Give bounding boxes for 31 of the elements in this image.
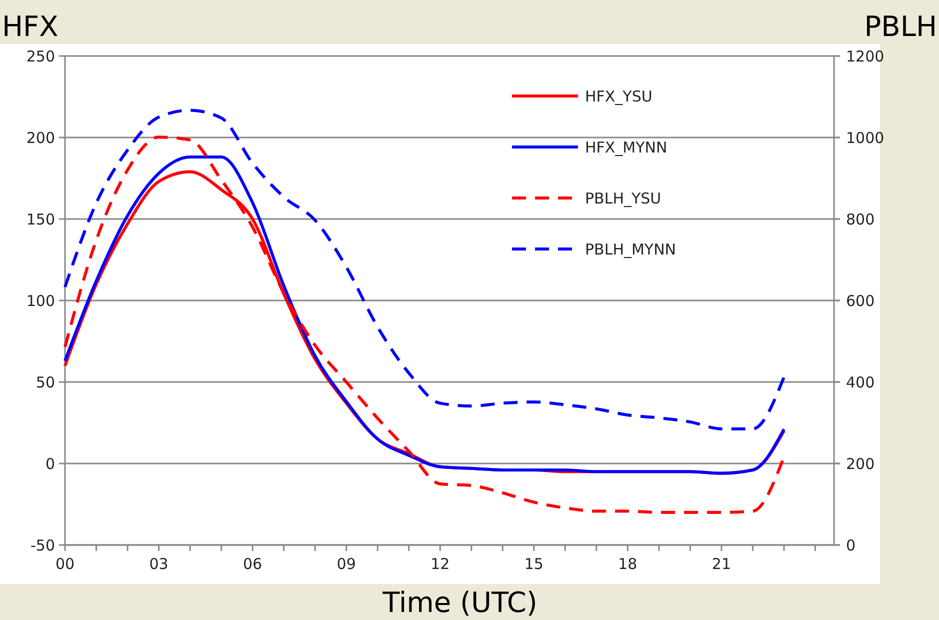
- x-tick-label: 18: [618, 555, 638, 573]
- x-tick-label: 09: [336, 555, 356, 573]
- legend-label: PBLH_YSU: [585, 189, 662, 208]
- y-tick-label: 0: [45, 454, 55, 473]
- x-tick-label: 03: [149, 555, 168, 573]
- legend-label: HFX_YSU: [585, 87, 652, 106]
- y-tick-label: 200: [26, 128, 55, 147]
- x-tick-label: 06: [243, 555, 262, 573]
- x-tick-label: 21: [712, 555, 732, 573]
- y2-tick-label: 200: [846, 454, 875, 473]
- y2-tick-label: 1000: [846, 128, 884, 147]
- line-series: [64, 108, 786, 430]
- y-tick-label: 150: [26, 210, 55, 228]
- legend-label: PBLH_MYNN: [585, 240, 676, 258]
- x-tick-label: 00: [55, 555, 75, 573]
- x-tick-label: 12: [430, 555, 450, 573]
- line-series: [64, 136, 786, 514]
- x-tick-label: 15: [524, 555, 544, 573]
- y2-tick-label: 800: [846, 210, 875, 228]
- y2-tick-label: 0: [846, 536, 856, 554]
- y-tick-label: -50: [30, 536, 55, 554]
- y2-tick-label: 400: [846, 373, 875, 392]
- x-axis-title: Time (UTC): [382, 586, 538, 619]
- y-tick-label: 100: [26, 292, 55, 310]
- y2-tick-label: 600: [846, 292, 875, 310]
- y-tick-label: 250: [26, 47, 55, 66]
- legend-label: HFX_MYNN: [585, 138, 668, 156]
- y-axis-title: HFX: [2, 10, 58, 43]
- y2-axis-title: PBLH: [864, 10, 937, 43]
- y-tick-label: 50: [36, 373, 55, 392]
- y2-tick-label: 1200: [846, 47, 884, 66]
